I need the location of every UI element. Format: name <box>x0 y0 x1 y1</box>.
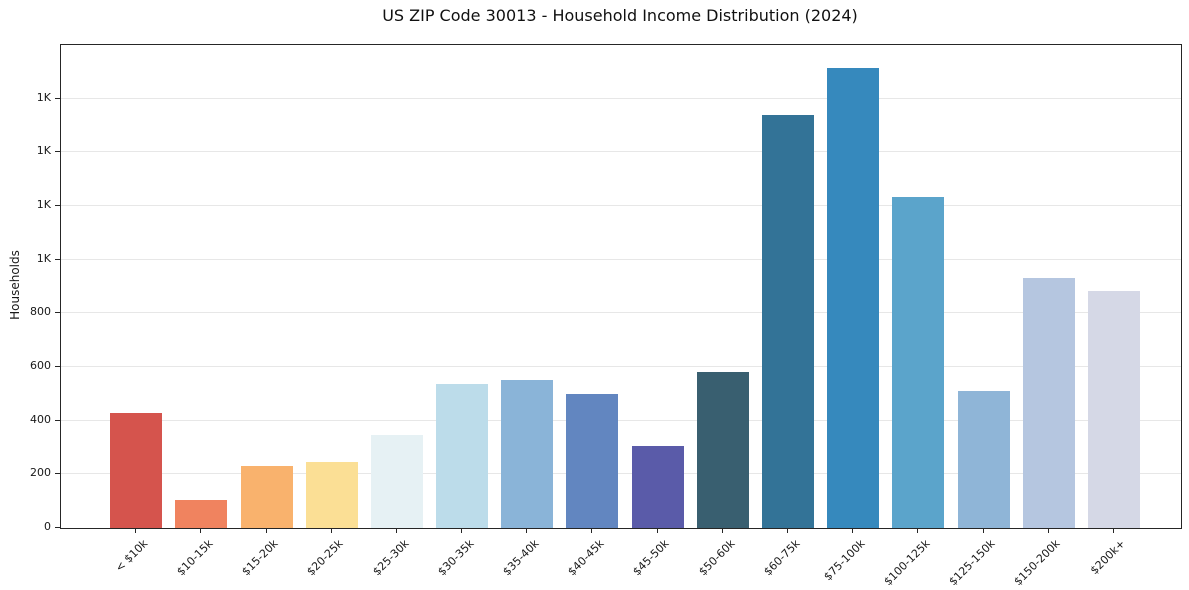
x-tick-label: $75-100k <box>821 537 868 584</box>
bar-6 <box>436 384 489 528</box>
y-tick-label: 0 <box>44 520 51 533</box>
y-tick-label: 800 <box>30 305 51 319</box>
plot-area <box>60 44 1182 529</box>
x-tick-mark <box>330 528 332 533</box>
x-tick-label: $40-45k <box>565 537 607 579</box>
x-tick-mark <box>917 528 919 533</box>
y-tick-mark <box>55 419 60 421</box>
y-tick-label: 1K <box>36 198 51 211</box>
y-tick-mark <box>55 473 60 475</box>
x-tick-label: $100-125k <box>881 537 933 589</box>
gridline <box>61 312 1181 314</box>
bar-15 <box>1022 278 1075 528</box>
x-tick-label: $60-75k <box>760 537 803 579</box>
y-tick-mark <box>55 366 60 367</box>
x-tick-mark <box>1112 528 1114 533</box>
y-tick-label: 600 <box>30 359 51 372</box>
x-tick-label: $35-40k <box>500 537 542 579</box>
bar-2 <box>175 499 228 528</box>
x-tick-mark <box>591 528 593 533</box>
x-tick-label: $20-25k <box>304 537 347 579</box>
x-tick-label: $125-150k <box>946 537 998 589</box>
gridline <box>61 366 1181 367</box>
bar-14 <box>957 391 1010 528</box>
bar-10 <box>696 372 749 528</box>
x-tick-label: $45-50k <box>630 537 672 579</box>
gridline <box>61 473 1181 475</box>
x-tick-label: $50-60k <box>695 537 738 579</box>
gridline <box>61 419 1181 421</box>
y-tick-label: 1K <box>36 251 51 265</box>
bar-9 <box>631 446 684 528</box>
y-tick-label: 1K <box>36 144 51 158</box>
y-tick-mark <box>55 97 60 99</box>
x-tick-label: $30-35k <box>435 537 477 579</box>
bar-1 <box>110 412 163 528</box>
gridline <box>61 97 1181 99</box>
x-tick-mark <box>1047 528 1049 533</box>
gridline <box>61 258 1181 260</box>
x-tick-mark <box>656 528 658 533</box>
y-tick-label: 200 <box>30 466 51 480</box>
gridline <box>61 151 1181 153</box>
x-tick-mark <box>461 528 463 533</box>
bar-11 <box>762 114 814 528</box>
x-tick-mark <box>265 528 267 533</box>
bar-12 <box>827 67 880 528</box>
y-tick-mark <box>55 258 60 260</box>
x-tick-mark <box>982 528 984 533</box>
x-tick-mark <box>200 528 202 533</box>
y-tick-mark <box>55 527 60 528</box>
bar-7 <box>501 380 554 528</box>
bar-16 <box>1087 290 1140 528</box>
y-tick-mark <box>55 312 60 314</box>
x-tick-mark <box>721 528 723 533</box>
x-tick-mark <box>135 528 137 533</box>
x-tick-label: $15-20k <box>239 537 281 579</box>
bar-5 <box>370 435 423 528</box>
chart-title: US ZIP Code 30013 - Household Income Dis… <box>382 6 858 25</box>
y-tick-mark <box>55 205 60 206</box>
gridline <box>61 205 1181 206</box>
x-tick-mark <box>526 528 528 533</box>
y-tick-label: 400 <box>30 412 51 426</box>
bar-4 <box>305 462 358 528</box>
x-tick-mark <box>787 528 788 533</box>
x-tick-mark <box>852 528 854 533</box>
bar-3 <box>240 466 293 528</box>
bar-8 <box>566 393 619 528</box>
x-tick-mark <box>395 528 397 533</box>
x-tick-label: < $10k <box>112 537 151 575</box>
x-tick-label: $10-15k <box>174 537 216 579</box>
x-tick-label: $200k+ <box>1088 537 1129 578</box>
bar-13 <box>892 196 945 528</box>
y-tick-mark <box>55 151 60 153</box>
x-tick-label: $150-200k <box>1011 537 1063 589</box>
y-tick-label: 1K <box>36 90 51 104</box>
x-tick-label: $25-30k <box>369 537 412 579</box>
